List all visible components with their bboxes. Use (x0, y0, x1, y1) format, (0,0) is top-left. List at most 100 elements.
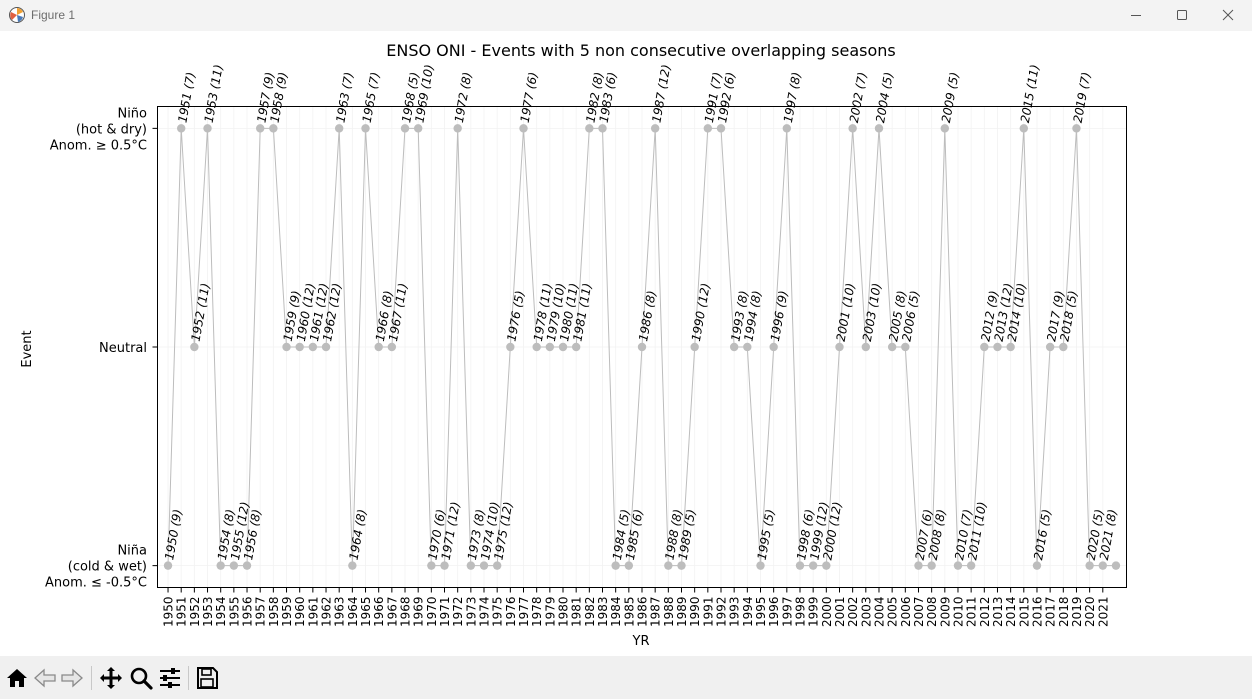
home-button[interactable] (3, 664, 31, 692)
minimize-icon (1131, 15, 1141, 16)
data-point (756, 561, 765, 570)
x-tick-label: 1967 (385, 597, 399, 628)
x-tick-label: 2006 (899, 597, 913, 628)
matplotlib-app-icon (9, 7, 25, 23)
data-point (585, 124, 594, 133)
x-tick-label: 2016 (1031, 597, 1045, 628)
series-markers (163, 124, 1121, 570)
data-point (1085, 561, 1094, 570)
y-tick-label: Neutral (99, 341, 147, 356)
x-tick-label: 1950 (162, 597, 176, 628)
data-point (874, 124, 884, 133)
configure-subplots-button[interactable] (156, 664, 184, 692)
data-point (229, 561, 239, 570)
toolbar-separator (91, 666, 92, 690)
data-point (624, 561, 634, 570)
x-tick-label: 1976 (504, 597, 518, 628)
x-tick-label: 1981 (570, 597, 584, 628)
x-axis-ticks: 1950 1951 1952 1953 1954 1955 1956 1957 1958 1959… (162, 587, 1110, 628)
forward-icon (61, 668, 83, 688)
x-tick-label: 1993 (728, 597, 742, 628)
x-tick-label: 1975 (491, 597, 505, 628)
x-tick-label: 1977 (517, 597, 531, 628)
data-point (861, 342, 871, 352)
x-tick-label: 2018 (1057, 597, 1071, 628)
x-tick-label: 1955 (227, 597, 241, 628)
x-tick-label: 2013 (991, 597, 1005, 628)
x-tick-label: 2021 (1096, 597, 1110, 628)
data-point (203, 124, 212, 133)
data-point (427, 561, 436, 570)
maximize-button[interactable] (1159, 0, 1205, 31)
x-tick-label: 1991 (701, 597, 715, 628)
x-tick-label: 1969 (412, 597, 426, 628)
x-tick-label: 1999 (807, 597, 821, 628)
zoom-icon (130, 667, 153, 690)
x-tick-label: 1973 (464, 597, 478, 628)
data-point (914, 561, 923, 570)
data-point (374, 342, 383, 352)
figure-canvas[interactable]: ENSO ONI - Events with 5 non consecutive… (0, 31, 1252, 656)
minimize-button[interactable] (1113, 0, 1159, 31)
save-button[interactable] (193, 664, 221, 692)
enso-chart: ENSO ONI - Events with 5 non consecutive… (20, 41, 1127, 649)
data-point (650, 124, 660, 133)
x-tick-label: 1959 (280, 597, 294, 628)
zoom-button[interactable] (127, 664, 155, 692)
data-point (1072, 124, 1081, 133)
y-tick-label: Niño (hot & dry) Anom. ≥ 0.5°C (50, 106, 147, 153)
x-tick-label: 2000 (820, 597, 834, 628)
data-point (334, 124, 344, 133)
data-point (348, 561, 357, 570)
forward-button[interactable] (58, 664, 86, 692)
data-point (1045, 342, 1055, 352)
x-tick-label: 2005 (886, 597, 900, 628)
x-tick-label: 2019 (1070, 597, 1084, 628)
x-tick-label: 1992 (715, 597, 729, 628)
close-button[interactable] (1205, 0, 1251, 31)
data-point (637, 342, 647, 352)
y-tick-label: Niña (cold & wet) Anom. ≤ -0.5°C (45, 544, 147, 591)
data-point (966, 561, 976, 570)
pan-button[interactable] (97, 664, 125, 692)
data-point (440, 561, 449, 570)
back-button[interactable] (31, 664, 59, 692)
point-labels: 1950 (9)1951 (7)1952 (11)1953 (11)1954 (… (162, 63, 1120, 561)
x-tick-label: 1978 (530, 597, 544, 628)
data-point (571, 342, 581, 352)
data-point (1006, 342, 1015, 352)
x-tick-label: 2004 (873, 597, 887, 628)
data-point (558, 342, 568, 352)
x-tick-label: 2008 (925, 597, 939, 628)
data-point (190, 342, 199, 352)
data-point (690, 342, 699, 352)
data-point (940, 124, 950, 133)
data-point (598, 124, 607, 133)
x-tick-label: 1954 (214, 597, 228, 628)
data-point (466, 561, 476, 570)
x-tick-label: 2002 (846, 597, 860, 628)
x-tick-label: 1987 (649, 597, 663, 628)
x-tick-label: 2014 (1004, 597, 1018, 628)
x-tick-label: 1990 (688, 597, 702, 628)
x-tick-label: 1985 (622, 597, 636, 628)
x-tick-label: 1970 (425, 597, 439, 628)
x-tick-label: 1984 (609, 597, 623, 628)
data-point (901, 342, 910, 352)
data-point (980, 342, 989, 352)
x-tick-label: 1988 (662, 597, 676, 628)
data-point (993, 342, 1002, 352)
data-point (176, 124, 186, 133)
x-tick-label: 2003 (859, 597, 873, 628)
x-tick-label: 1997 (780, 597, 794, 628)
data-point (545, 342, 555, 352)
y-axis-label: Event (20, 330, 35, 367)
data-label: 2001 (10) (834, 282, 858, 343)
data-point (953, 561, 963, 570)
window-title: Figure 1 (31, 8, 76, 22)
data-point (506, 342, 515, 352)
x-tick-label: 1986 (636, 597, 650, 628)
x-tick-label: 1951 (175, 597, 189, 628)
x-tick-label: 2001 (833, 597, 847, 628)
data-point (1059, 342, 1068, 352)
